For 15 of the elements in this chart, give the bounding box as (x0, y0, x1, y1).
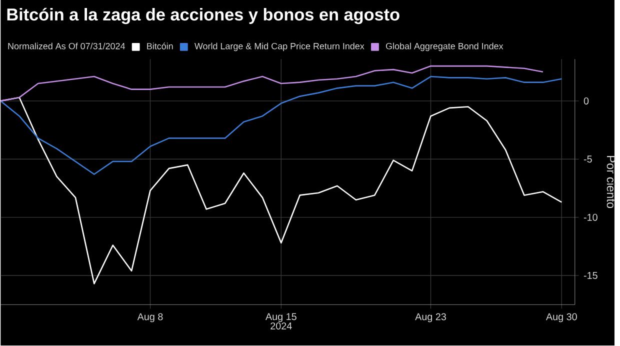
y-tick-label: -5 (584, 156, 592, 163)
x-tick-label: Aug 8 (137, 313, 163, 322)
x-tick-label: Aug 23 (415, 313, 446, 322)
y-tick-label: -15 (584, 272, 598, 280)
chart-title: Bitcóin a la zaga de acciones y bonos en agosto (7, 8, 400, 24)
x-tick-label: Aug 15 (265, 313, 296, 322)
legend-title: Normalized As Of 07/31/2024 (8, 42, 126, 50)
y-axis-title: Por ciento (606, 156, 616, 208)
legend-label: Bitcóin (147, 42, 173, 50)
y-tick-label: 0 (584, 98, 589, 105)
y-tick-label: -10 (584, 214, 598, 222)
x-tick-label: Aug 30 (546, 313, 577, 322)
legend-label: Global Aggregate Bond Index (386, 42, 504, 52)
legend-label: World Large & Mid Cap Price Return Index (194, 42, 364, 52)
x-axis-title: 2024 (270, 322, 292, 330)
